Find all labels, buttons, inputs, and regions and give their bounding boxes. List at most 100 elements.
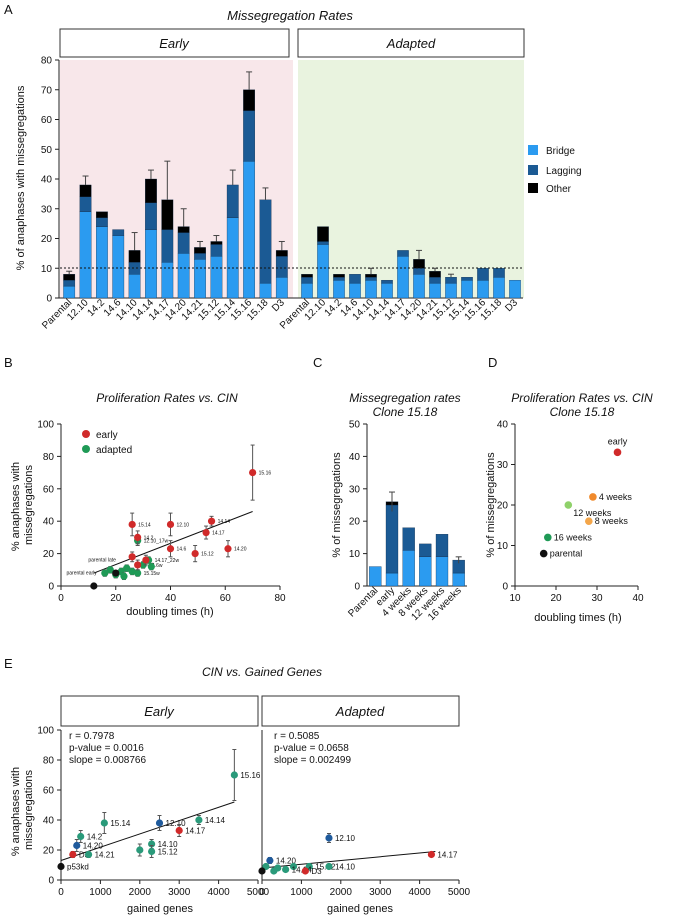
bar-segment-other [365,274,377,278]
x-tick-label: 3000 [168,887,191,898]
y-tick-label: 100 [37,726,54,737]
bar-segment-bridge [413,274,425,299]
panel-a-y-ticks: 0 10 20 30 40 50 60 70 80 [41,56,59,305]
y-tick-label: 0 [502,582,508,593]
y-tick-label: 80 [41,56,53,67]
scatter-point [325,834,333,842]
scatter-point-parental [112,569,120,577]
bar-segment-bridge [259,282,272,299]
bar-segment-lagging [243,110,255,162]
panel-a-bars [63,71,521,299]
panel-e-y-label: % anaphases with missegregations [10,764,35,856]
bar-segment-lagging [397,250,409,257]
bar-segment-lagging [381,279,393,284]
scatter-point-early [128,553,136,561]
bar-segment-lagging [128,262,141,275]
bar-segment-bridge [402,550,415,587]
point-label: 12.10 [335,834,356,843]
panel-c-bar-chart: Missegregation rates Clone 15.18 % of mi… [331,391,467,623]
panel-c-y-label: % of missegregations [331,452,343,558]
scatter-point-early [166,520,175,529]
bar-segment-lagging [349,274,361,284]
bar-segment-lagging [79,196,92,212]
panel-a-title: Missegregation Rates [227,8,353,23]
legend-swatch-bridge [528,145,538,155]
point-label: 15.12 [158,848,179,857]
scatter-point [289,862,298,871]
stat-text: slope = 0.008766 [69,755,146,766]
legend-dot-adapted [82,445,90,453]
stat-text: r = 0.7978 [69,731,115,742]
panel-b-y-label-line2: missegregations [23,464,35,545]
scatter-point-early [207,517,216,525]
bar-segment-bridge [112,235,125,299]
bar-segment-lagging [317,241,329,245]
bar-segment-bridge [429,282,441,299]
panel-letter-b: B [4,355,13,370]
bar-segment-lagging [435,534,449,557]
y-tick-label: 10 [349,549,361,560]
point-label: 14.2 [87,833,103,842]
bar-segment-lagging [177,232,190,254]
y-tick-label: 40 [497,420,509,431]
x-tick-label: 80 [274,593,286,604]
panel-a-bar-chart: Missegregation Rates Early Adapted % of … [15,8,582,331]
bar-segment-other [429,271,441,278]
y-tick-label: 0 [46,294,52,305]
bar-segment-lagging [145,202,157,230]
point-label: 14.10 [158,840,179,849]
y-tick-label: 0 [354,582,360,593]
panel-b-title: Proliferation Rates vs. CIN [96,391,238,405]
bar-segment-other [210,241,223,245]
panel-b-y-label-line1: % anaphases with [10,462,22,551]
panel-letter-d: D [488,355,497,370]
x-tick-label: 1000 [89,887,112,898]
y-tick-label: 60 [43,484,55,495]
scatter-point [148,847,156,856]
bar-segment-bridge [161,262,174,299]
panel-b-y-label: % anaphases with missegregations [10,459,35,551]
panel-letter-a: A [4,2,13,17]
point-label: early [608,436,628,446]
stat-text: p-value = 0.0658 [274,743,349,754]
y-tick-label: 50 [41,145,53,156]
x-tick-label: 4000 [408,887,431,898]
panel-a-y-label: % of anaphases with missegregations [15,85,27,270]
scatter-point-early [134,561,142,569]
x-tick-label: 2000 [330,887,353,898]
bar-segment-bridge [210,256,223,299]
point-label: 15.12 [201,552,214,558]
bar-segment-lagging [194,253,206,260]
scatter-point-adapted [123,564,131,572]
facet-label-early: Early [159,36,190,51]
bar-segment-bridge [493,277,505,299]
bar-segment-bridge [317,244,329,299]
scatter-point [270,867,278,875]
scatter-point-early [249,469,257,477]
panel-b-legend: early adapted [82,430,132,456]
bar-segment-other [128,250,141,263]
scatter-point [57,862,65,871]
x-tick-label: 1000 [290,887,313,898]
scatter-point [589,493,597,501]
bar-segment-bridge [349,282,361,299]
point-label: 15.15w [144,571,161,577]
bar-segment-other [177,226,190,233]
adapted-background [298,60,524,298]
bar-segment-bridge [333,279,345,299]
scatter-point [100,819,108,827]
panel-a-legend: Bridge Lagging Other [528,145,582,195]
facet-header-early [59,28,290,58]
y-tick-label: 30 [41,204,53,215]
y-tick-label: 20 [349,517,361,528]
point-label: 14.20 [83,842,104,851]
panel-e-scatter: CIN vs. Gained Genes Early Adapted % ana… [10,665,471,915]
panel-c-ticks: 0 10 20 30 40 50 [349,420,367,593]
scatter-point [155,819,164,827]
y-tick-label: 20 [497,501,509,512]
bar-segment-bridge [419,556,432,587]
x-tick-label: 10 [509,593,521,604]
